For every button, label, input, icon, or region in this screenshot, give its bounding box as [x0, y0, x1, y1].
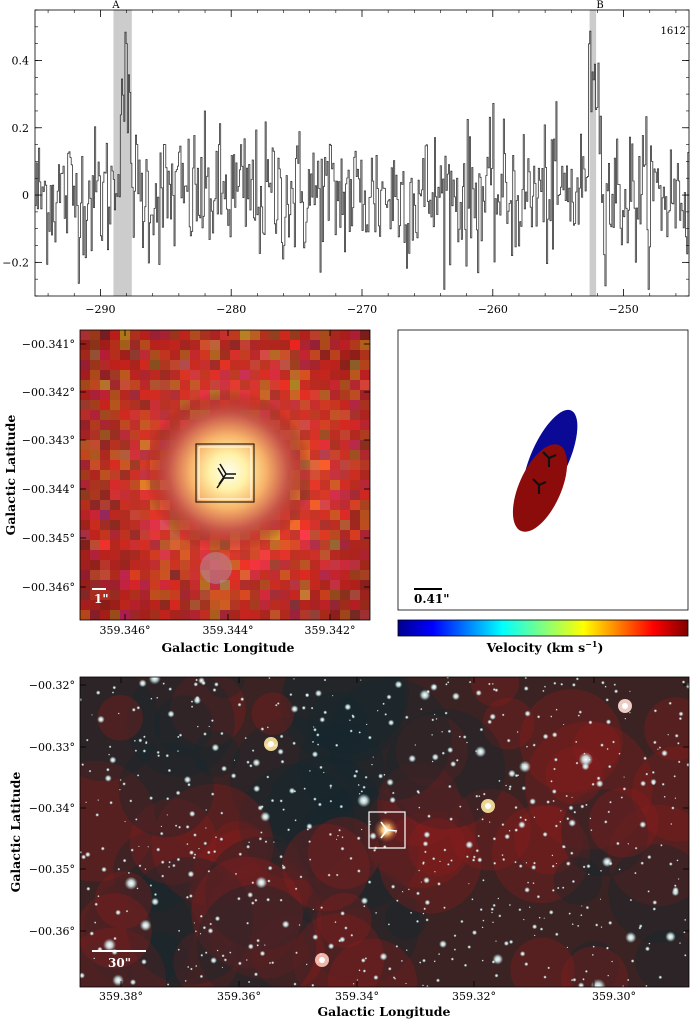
wide-y-tick-label: −00.33°: [29, 741, 75, 754]
zoom-y-tick-label: −00.346°: [22, 581, 75, 594]
velocity-panel: 0.41" Velocity (km s−1): [397, 329, 689, 655]
spectrum-x-tick-label: −250: [608, 303, 638, 316]
maser-source-glow: [144, 390, 312, 554]
zoom-xlabel: Galactic Longitude: [162, 640, 295, 655]
zoom-image: 1": [80, 330, 370, 620]
wide-scale-label: 30": [108, 956, 131, 970]
spectrum-y-tick-label: 0.4: [12, 54, 30, 67]
wide-y-tick-label: −00.32°: [29, 679, 75, 692]
wide-x-tick-label: 359.34°: [335, 990, 379, 1003]
source-box-inner: [198, 446, 252, 500]
spectrum-y-tick-label: 0.2: [12, 122, 30, 135]
spectrum-x-tick-label: −270: [347, 303, 377, 316]
maser-marker-icon: [216, 463, 236, 489]
zoom-x-tick-label: 359.344°: [203, 624, 254, 637]
wide-field-image: 30": [80, 677, 689, 987]
spectrum-y-tick-label: 0: [22, 189, 29, 202]
spectrum-ticks: −290 −280 −270 −260 −250 −0.2 0 0.2 0.4: [2, 9, 689, 316]
wide-marker-icon: [380, 821, 398, 839]
wide-y-tick-label: −00.35°: [29, 863, 75, 876]
source-box-outer: [195, 443, 255, 503]
wide-field-panel: 30" 359.38° 359.36° 359.34° 359.32° 359.30° −…: [8, 676, 690, 1019]
zoom-image-ticks: 359.346° 359.344° 359.342° −00.341° −00.342°…: [22, 330, 370, 637]
spectrum-panel: −290 −280 −270 −260 −250 −0.2 0 0.2 0.4 A B 1612: [2, 0, 690, 316]
zoom-y-tick-label: −00.343°: [22, 434, 75, 447]
spectrum-corner-label: 1612: [661, 26, 686, 37]
wide-x-tick-label: 359.30°: [592, 990, 636, 1003]
velocity-marker-icon: [532, 451, 557, 494]
velocity-scale-label: 0.41": [414, 592, 449, 606]
spectrum-y-tick-label: −0.2: [2, 256, 29, 269]
zoom-scale-label: 1": [94, 592, 109, 606]
zoom-y-tick-label: −00.344°: [22, 483, 75, 496]
highlight-band-b: [589, 10, 597, 296]
zoom-image-frame: [79, 329, 371, 621]
wide-x-tick-label: 359.36°: [217, 990, 261, 1003]
spectrum-x-tick-label: −290: [85, 303, 115, 316]
spectrum-line: [35, 30, 689, 290]
wide-x-tick-label: 359.38°: [99, 990, 143, 1003]
wide-xlabel: Galactic Longitude: [318, 1004, 451, 1019]
zoom-image-panel: 1" 359.346° 359.344° 359.342° −00.341° −00.3…: [3, 329, 371, 655]
zoom-y-tick-label: −00.342°: [22, 386, 75, 399]
band-a-label: A: [111, 0, 120, 11]
star-field: [80, 677, 689, 987]
spectrum-x-tick-label: −260: [478, 303, 508, 316]
zoom-x-tick-label: 359.346°: [100, 624, 151, 637]
velocity-colorbar: [397, 619, 689, 637]
wide-y-tick-label: −00.34°: [29, 802, 75, 815]
zoom-y-tick-label: −00.345°: [22, 532, 75, 545]
zoom-ylabel: Galactic Latitude: [3, 415, 18, 536]
zoom-y-tick-label: −00.341°: [22, 338, 75, 351]
colorbar-label: Velocity (km s−1): [486, 639, 604, 655]
wide-ylabel: Galactic Latitude: [8, 772, 23, 893]
highlight-band-a: [113, 10, 132, 296]
wide-field-ticks: 359.38° 359.36° 359.34° 359.32° 359.30° −00.3…: [29, 677, 689, 1003]
band-b-label: B: [596, 0, 603, 11]
zoom-x-tick-label: 359.342°: [305, 624, 356, 637]
wide-field-frame: [79, 676, 690, 988]
zoom-region-box: [368, 811, 406, 849]
wide-x-tick-label: 359.32°: [452, 990, 496, 1003]
wide-y-tick-label: −00.36°: [29, 925, 75, 938]
spectrum-x-tick-label: −280: [216, 303, 246, 316]
